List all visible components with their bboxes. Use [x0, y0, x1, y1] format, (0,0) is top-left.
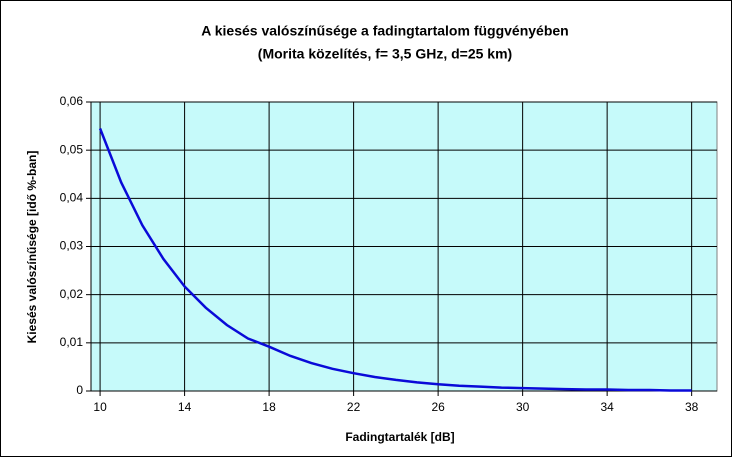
- x-tick-label: 30: [516, 400, 530, 414]
- y-tick-label: 0,06: [60, 94, 84, 108]
- x-axis-title: Fadingtartalék [dB]: [345, 430, 454, 444]
- data-line: [98, 128, 692, 392]
- y-tick-label: 0,05: [60, 142, 84, 156]
- x-tick-label: 14: [178, 400, 192, 414]
- y-tick-label: 0,02: [60, 287, 84, 301]
- y-tick-label: 0,04: [60, 191, 84, 205]
- x-tick-label: 38: [685, 400, 699, 414]
- x-tick-label: 34: [600, 400, 614, 414]
- x-tick-label: 10: [93, 400, 107, 414]
- y-tick-label: 0,03: [60, 239, 84, 253]
- x-tick-label: 22: [347, 400, 361, 414]
- x-tick-label: 18: [262, 400, 276, 414]
- y-axis-title: Kiesés valószínűsége [idő %-ban]: [25, 151, 39, 344]
- y-tick-label: 0,01: [60, 335, 84, 349]
- y-tick-label: 0: [76, 383, 83, 397]
- chart-title: A kiesés valószínűsége a fadingtartalom …: [201, 23, 568, 39]
- x-tick-label: 26: [431, 400, 445, 414]
- chart-subtitle: (Morita közelítés, f= 3,5 GHz, d=25 km): [258, 46, 512, 62]
